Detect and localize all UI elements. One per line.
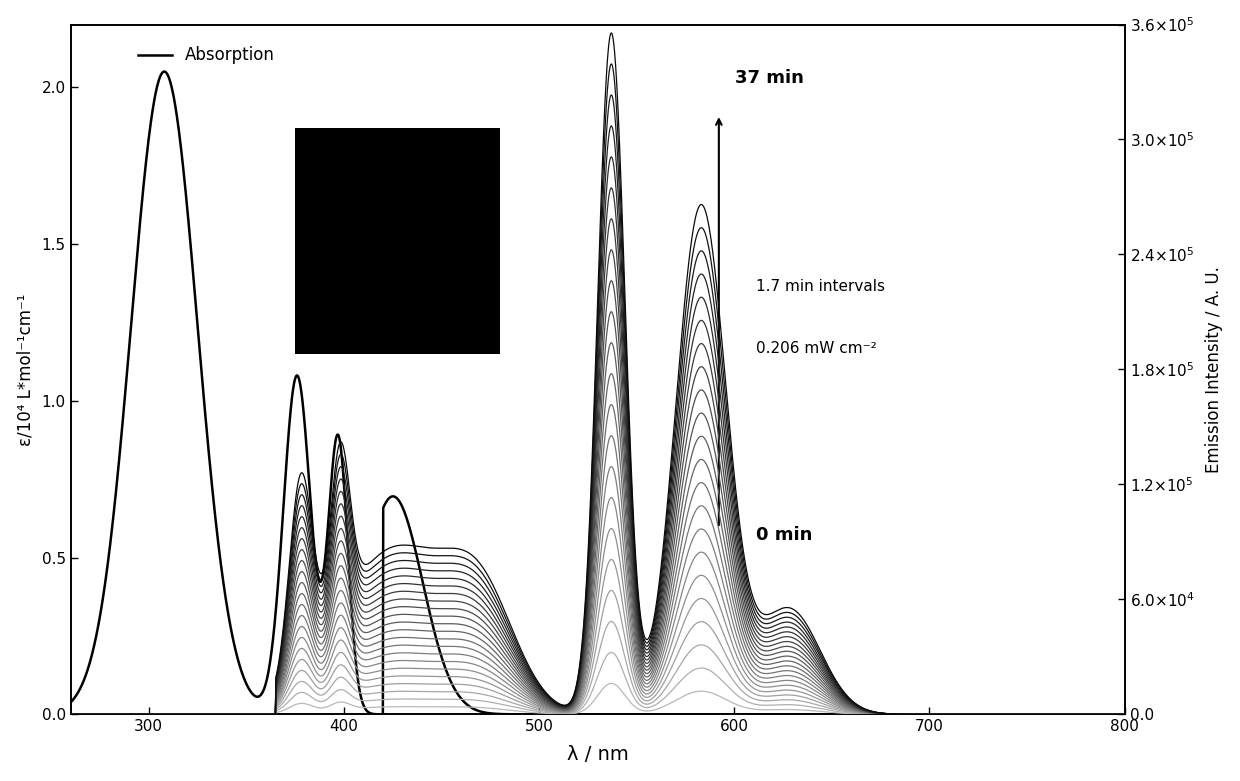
Absorption bbox=[1116, 710, 1131, 719]
Text: 1.7 min intervals: 1.7 min intervals bbox=[755, 279, 884, 294]
Text: 0 min: 0 min bbox=[755, 526, 812, 544]
Absorption bbox=[999, 710, 1014, 719]
Absorption bbox=[182, 233, 197, 242]
Y-axis label: ε/10⁴ L*mol⁻¹cm⁻¹: ε/10⁴ L*mol⁻¹cm⁻¹ bbox=[16, 293, 35, 446]
Y-axis label: Emission Intensity / A. U.: Emission Intensity / A. U. bbox=[1205, 266, 1224, 473]
Text: 37 min: 37 min bbox=[734, 69, 804, 87]
Text: 0.206 mW cm⁻²: 0.206 mW cm⁻² bbox=[755, 341, 877, 356]
Absorption bbox=[472, 707, 487, 716]
X-axis label: λ / nm: λ / nm bbox=[567, 745, 629, 765]
Bar bbox=[295, 128, 500, 354]
Absorption bbox=[520, 710, 534, 719]
Line: Absorption: Absorption bbox=[67, 72, 1145, 715]
Absorption bbox=[60, 710, 74, 719]
Absorption bbox=[157, 67, 172, 77]
Absorption bbox=[247, 690, 262, 700]
Legend: Absorption: Absorption bbox=[131, 40, 281, 71]
Absorption bbox=[1137, 710, 1152, 719]
